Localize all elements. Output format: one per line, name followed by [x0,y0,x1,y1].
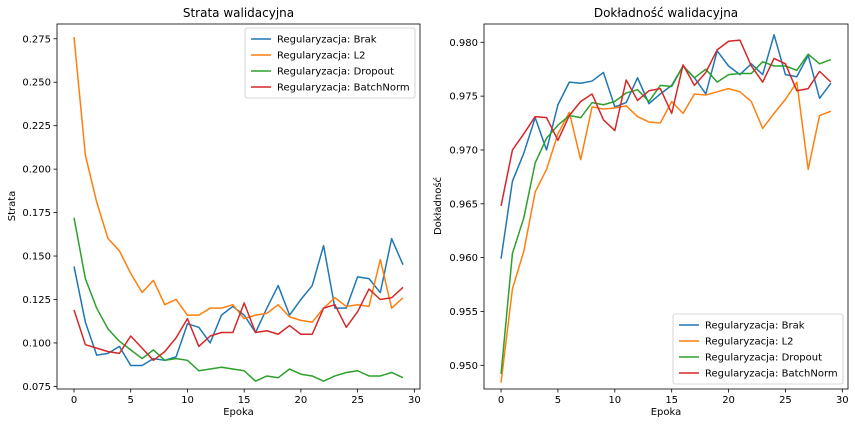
loss-series-line-4 [73,286,404,362]
loss-y-tick-label: 0.150 [22,252,51,263]
accuracy-legend-entry: Regularyzacja: L2 [705,337,794,348]
accuracy-x-tick-label: 0 [498,395,504,406]
accuracy-series-line-2 [500,81,832,383]
loss-axes-frame [56,23,421,390]
loss-x-tick-label: 20 [295,395,308,406]
accuracy-y-tick-label: 0.955 [449,307,478,318]
accuracy-y-tick-label: 0.975 [449,92,478,103]
loss-x-tick-label: 0 [71,395,77,406]
accuracy-x-tick-label: 5 [555,395,561,406]
accuracy-axis-ticks: 0 5 10 15 20 25 30 0.950 0.955 0.960 0.965 0.970 0.9… [449,38,848,406]
loss-y-axis-label: Strata [7,191,18,222]
accuracy-series-line-1 [500,34,832,259]
loss-y-tick-label: 0.100 [22,338,51,349]
loss-chart-title: Strata walidacyjna [183,6,294,20]
accuracy-legend-entry: Regularyzacja: Brak [705,321,805,332]
accuracy-series-line-4 [500,39,832,207]
accuracy-series-line-3 [500,53,832,375]
loss-series-lines [73,36,404,382]
accuracy-y-axis-label: Dokładność [432,177,444,235]
loss-x-tick-label: 10 [181,395,194,406]
loss-x-tick-label: 5 [128,395,134,406]
loss-legend-entry: Regularyzacja: Brak [277,35,377,46]
accuracy-legend-entry: Regularyzacja: Dropout [705,353,822,364]
loss-series-line-2 [73,36,404,323]
accuracy-x-tick-label: 10 [608,395,621,406]
accuracy-y-tick-label: 0.980 [449,38,478,49]
loss-x-tick-label: 15 [238,395,251,406]
accuracy-y-tick-label: 0.970 [449,145,478,156]
accuracy-x-tick-label: 25 [779,395,792,406]
loss-x-tick-label: 25 [351,395,364,406]
accuracy-legend-box [672,313,844,385]
accuracy-y-tick-label: 0.965 [449,199,478,210]
accuracy-subplot: Dokładność walidacyjna Epoka Dokładność … [432,6,849,418]
loss-legend: Regularyzacja: Brak Regularyzacja: L2 Regu… [244,27,416,99]
accuracy-chart-title: Dokładność walidacyjna [594,6,738,20]
loss-legend-entry: Regularyzacja: Dropout [277,67,394,78]
loss-y-tick-label: 0.175 [22,208,51,219]
accuracy-legend: Regularyzacja: Brak Regularyzacja: L2 Regu… [672,313,844,385]
loss-x-tick-label: 30 [408,395,421,406]
loss-y-tick-label: 0.125 [22,295,51,306]
accuracy-series-lines [500,34,832,383]
accuracy-legend-entry: Regularyzacja: BatchNorm [705,369,838,380]
accuracy-x-tick-label: 20 [722,395,735,406]
loss-legend-entry: Regularyzacja: L2 [277,51,366,62]
accuracy-y-tick-label: 0.960 [449,253,478,264]
loss-y-tick-label: 0.225 [22,121,51,132]
loss-subplot: Strata walidacyjna Epoka Strata 0 5 10 15 20… [7,6,421,418]
accuracy-axes-frame [483,23,849,390]
loss-series-line-3 [73,217,404,382]
loss-legend-box [244,27,416,99]
accuracy-y-tick-label: 0.950 [449,361,478,372]
accuracy-x-axis-label: Epoka [651,407,682,418]
loss-axis-ticks: 0 5 10 15 20 25 30 0.075 0.100 0.125 0.150 0.175 0.2… [22,34,420,406]
loss-y-tick-label: 0.275 [22,34,51,45]
loss-y-tick-label: 0.250 [22,78,51,89]
loss-x-axis-label: Epoka [223,407,254,418]
loss-y-tick-label: 0.200 [22,165,51,176]
accuracy-x-tick-label: 30 [836,395,849,406]
accuracy-x-tick-label: 15 [665,395,678,406]
loss-legend-entry: Regularyzacja: BatchNorm [277,83,410,94]
loss-y-tick-label: 0.075 [22,382,51,393]
